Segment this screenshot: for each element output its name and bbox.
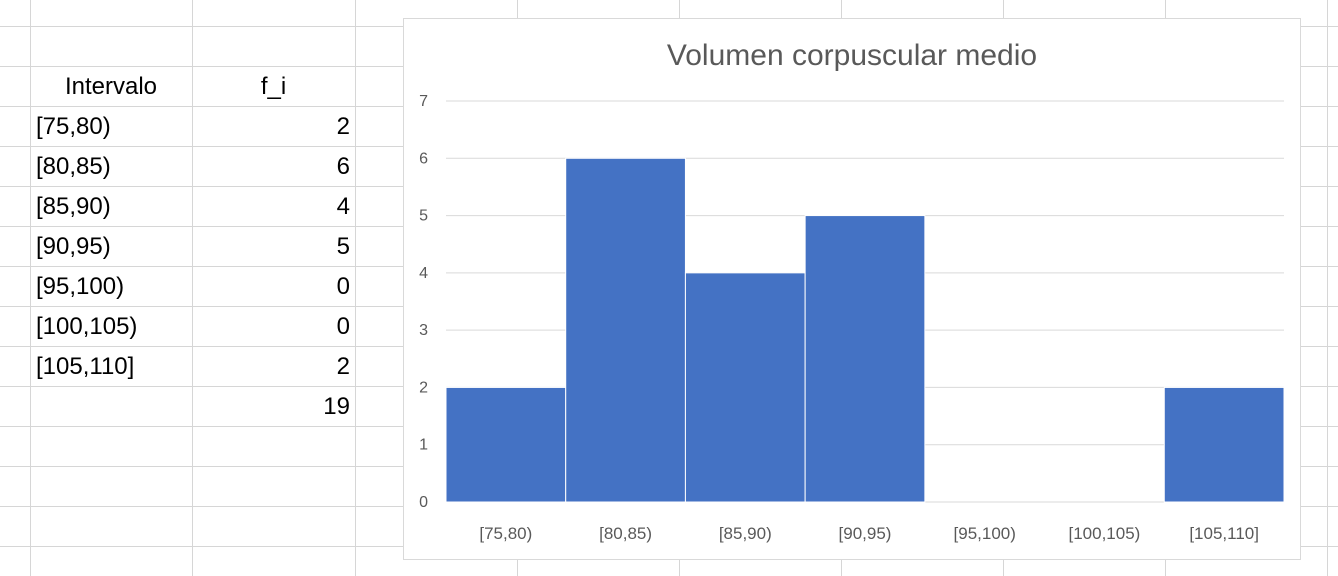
chart-bar[interactable] [565,157,686,503]
cell-frequency[interactable]: 2 [336,353,350,380]
x-tick-label: [95,100) [954,524,1016,543]
y-tick-label: 2 [419,379,428,396]
histogram-chart[interactable]: Volumen corpuscular medio 0 1 2 3 4 5 6 7 [75,80)… [403,18,1301,560]
cell-interval[interactable]: [80,85) [36,153,111,180]
cell-interval[interactable]: [85,90) [36,193,111,220]
y-tick-label: 1 [419,437,428,454]
x-tick-label: [105,110] [1189,524,1259,543]
y-tick-label: 5 [419,208,428,225]
y-tick-label: 0 [419,494,428,511]
y-tick-label: 7 [419,93,428,110]
chart-bar[interactable] [804,215,926,503]
x-tick-label: [100,105) [1069,524,1141,543]
cell-total[interactable]: 19 [323,393,350,420]
column-gridline [192,0,193,576]
header-cell-interval[interactable]: Intervalo [64,73,158,100]
x-tick-label: [85,90) [719,524,772,543]
y-tick-label: 4 [419,265,428,282]
x-tick-label: [80,85) [599,524,652,543]
header-cell-frequency[interactable]: f_i [260,73,287,100]
column-gridline [30,0,31,576]
cell-interval[interactable]: [90,95) [36,233,111,260]
cell-frequency[interactable]: 0 [336,273,350,300]
cell-interval[interactable]: [100,105) [36,313,138,340]
chart-bar[interactable] [684,272,806,503]
x-tick-label: [90,95) [839,524,892,543]
chart-bar[interactable] [1163,386,1285,503]
y-tick-label: 6 [419,150,428,167]
cell-interval[interactable]: [95,100) [36,273,125,300]
cell-interval[interactable]: [75,80) [36,113,111,140]
cell-frequency[interactable]: 4 [336,193,350,220]
column-gridline [355,0,356,576]
cell-frequency[interactable]: 2 [336,113,350,140]
y-tick-label: 3 [419,322,428,339]
column-gridline [1327,0,1328,576]
x-tick-label: [75,80) [479,524,532,543]
cell-frequency[interactable]: 5 [336,233,350,260]
chart-title: Volumen corpuscular medio [667,39,1037,72]
cell-frequency[interactable]: 0 [336,313,350,340]
cell-frequency[interactable]: 6 [336,153,350,180]
cell-interval[interactable]: [105,110] [36,353,135,380]
chart-canvas: Volumen corpuscular medio 0 1 2 3 4 5 6 7 [75,80)… [419,39,1285,543]
chart-bar[interactable] [445,386,567,503]
